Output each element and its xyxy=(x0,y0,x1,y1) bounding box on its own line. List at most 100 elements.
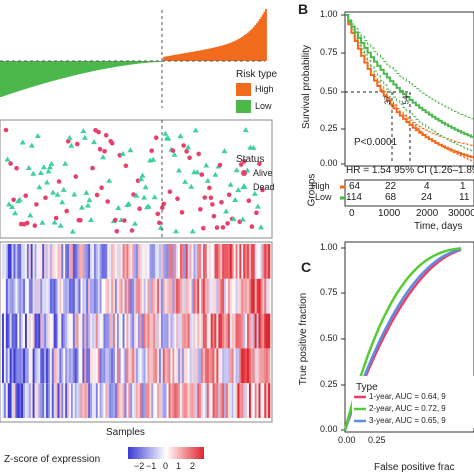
heatmap-cell xyxy=(237,278,240,314)
risk-bar xyxy=(263,11,266,62)
heatmap-cell xyxy=(180,313,183,349)
dead-point xyxy=(86,197,93,203)
risk-bar xyxy=(31,61,34,87)
heatmap-cell xyxy=(254,244,257,279)
heatmap-cell xyxy=(180,348,183,384)
risk-bar xyxy=(25,61,28,89)
heatmap-cell xyxy=(30,383,33,418)
heatmap-cell xyxy=(13,313,16,349)
heatmap-cell xyxy=(222,278,225,314)
alive-point xyxy=(123,163,129,169)
dead-point xyxy=(185,144,192,150)
dead-point xyxy=(83,189,90,195)
dead-point xyxy=(80,128,87,134)
risk-bar xyxy=(220,45,222,61)
heatmap-cell xyxy=(44,244,47,279)
heatmap-cell xyxy=(204,244,208,279)
heatmap-cell xyxy=(162,278,166,314)
heatmap-cell xyxy=(235,383,238,418)
risk-bar xyxy=(218,46,221,61)
legend-low-swatch xyxy=(236,100,251,113)
heatmap-cell xyxy=(36,383,39,418)
heatmap-cell xyxy=(139,244,143,279)
heatmap-cell xyxy=(193,348,196,384)
risk-bar xyxy=(118,61,121,67)
heatmap-cell xyxy=(80,348,83,384)
heatmap-cell xyxy=(86,278,89,314)
risk-bar xyxy=(184,53,187,61)
risk-bar xyxy=(97,61,100,71)
risk-bar xyxy=(242,36,245,61)
heatmap-cell xyxy=(63,278,66,314)
heatmap-cell xyxy=(160,244,164,279)
heatmap-cell xyxy=(15,244,18,279)
risk-bar xyxy=(233,41,236,61)
heatmap-cell xyxy=(88,383,91,418)
heatmap-cell xyxy=(172,244,175,279)
heatmap-cell xyxy=(256,244,259,279)
alive-point xyxy=(225,221,230,226)
heatmap-cell xyxy=(40,278,43,314)
heatmap-cell xyxy=(247,383,250,418)
heatmap-cell xyxy=(95,348,99,384)
heatmap-cell xyxy=(46,348,49,384)
heatmap-cell xyxy=(2,313,5,349)
heatmap-cell xyxy=(201,313,204,349)
heatmap-cell xyxy=(199,278,202,314)
dead-point xyxy=(165,135,172,141)
risk-bar xyxy=(8,61,11,94)
heatmap-cell xyxy=(2,348,5,384)
risk-bar xyxy=(178,54,181,61)
risk-bar xyxy=(131,61,134,65)
heatmap-cell xyxy=(206,278,210,314)
heatmap-cell xyxy=(245,348,248,384)
alive-point xyxy=(220,225,226,230)
heatmap-cell xyxy=(174,313,177,349)
heatmap-cell xyxy=(23,383,26,418)
heatmap-cell xyxy=(72,383,76,418)
heatmap-cell xyxy=(174,383,177,418)
heatmap-cell xyxy=(91,383,95,418)
heatmap-cell xyxy=(116,313,120,349)
heatmap-cell xyxy=(132,383,135,418)
heatmap-cell xyxy=(126,244,129,279)
heatmap-cell xyxy=(113,278,116,314)
heatmap-cell xyxy=(34,383,37,418)
risk-bar xyxy=(10,61,13,94)
heatmap-cell xyxy=(40,244,43,279)
heatmap-cell xyxy=(28,383,32,418)
risk-bar xyxy=(76,61,79,75)
heatmap-cell xyxy=(93,313,97,349)
alive-point xyxy=(214,225,220,230)
heatmap-cell xyxy=(185,348,188,384)
heatmap-cell xyxy=(210,313,213,349)
heatmap-cell xyxy=(241,278,244,314)
heatmap-cell xyxy=(3,348,7,384)
heatmap-cell xyxy=(181,383,185,418)
risk-bar xyxy=(226,44,228,61)
heatmap-cell xyxy=(197,348,200,384)
heatmap-cell xyxy=(268,313,271,349)
risk-bar xyxy=(167,56,170,61)
risk-bar xyxy=(215,47,218,61)
heatmap-cell xyxy=(214,278,217,314)
heatmap-cell xyxy=(90,244,93,279)
heatmap-cell xyxy=(183,278,187,314)
heatmap-cell xyxy=(65,244,68,279)
dead-point xyxy=(142,184,149,190)
heatmap-cell xyxy=(97,278,100,314)
alive-point xyxy=(217,162,223,168)
heatmap-cell xyxy=(9,244,12,279)
alive-point xyxy=(198,207,203,212)
heatmap-cell xyxy=(204,313,208,349)
heatmap-cell xyxy=(241,383,244,418)
dead-point xyxy=(141,194,148,200)
heatmap-cell xyxy=(245,244,248,279)
risk-bar xyxy=(119,61,122,67)
heatmap-cell xyxy=(220,348,223,384)
heatmap-cell xyxy=(15,313,18,349)
heatmap-cell xyxy=(197,313,200,349)
risk-table-group: Low xyxy=(315,192,332,202)
risk-bar xyxy=(109,61,112,68)
survival-xlabel: Time, days xyxy=(414,221,463,232)
